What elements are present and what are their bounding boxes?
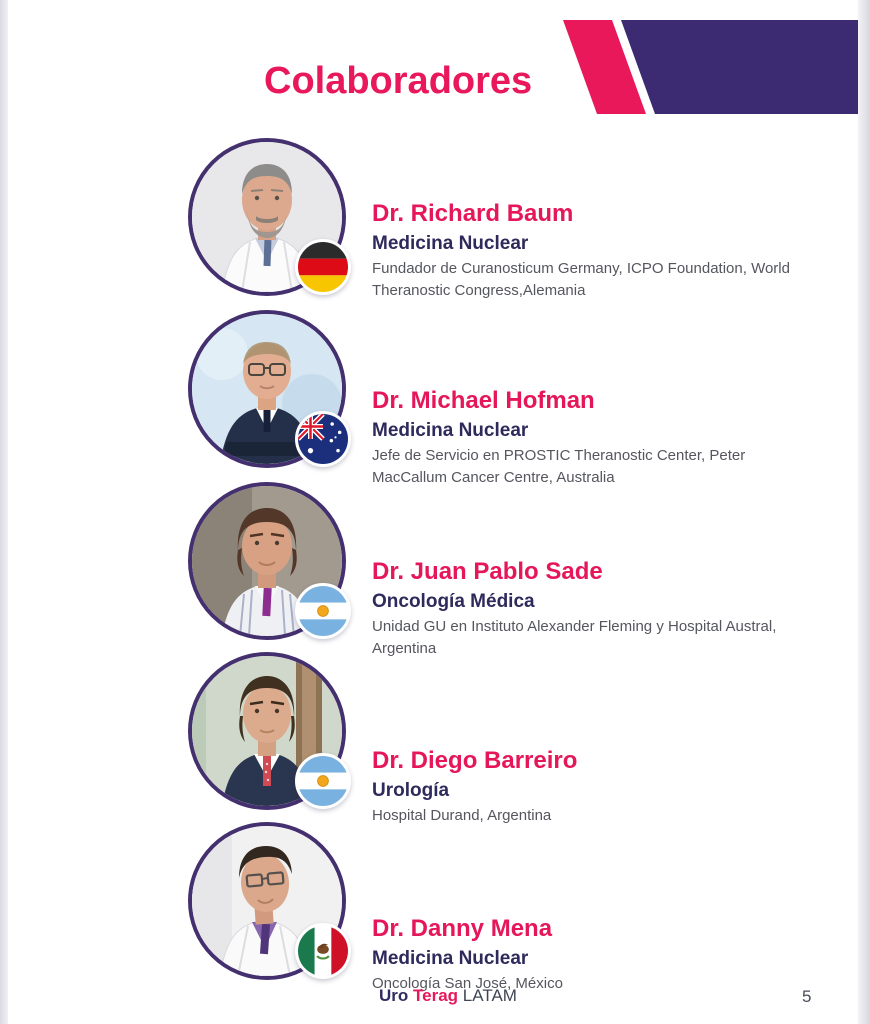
collaborator-name: Dr. Michael Hofman	[372, 387, 595, 414]
collaborator-info: Dr. Danny Mena Medicina Nuclear Oncologí…	[372, 915, 812, 995]
mexico-flag-icon	[295, 923, 351, 979]
collaborator-photo-frame	[188, 482, 351, 640]
page-number: 5	[802, 987, 812, 1006]
page-edge-left	[0, 0, 8, 1024]
collaborator-info: Dr. Richard Baum Medicina Nuclear Fundad…	[372, 200, 812, 302]
brand-uro: Uro	[379, 986, 409, 1005]
page-title: Colaboradores	[264, 60, 533, 102]
collaborator-specialty: Medicina Nuclear	[372, 233, 529, 254]
australia-flag-icon	[295, 411, 351, 467]
collaborator-description: Fundador de Curanosticum Germany, ICPO F…	[372, 260, 790, 299]
collaborator-info: Dr. Michael Hofman Medicina Nuclear Jefe…	[372, 387, 812, 489]
collaborator-photo-frame	[188, 310, 351, 468]
collaborator-specialty: Medicina Nuclear	[372, 420, 529, 441]
collaborator-description: Oncología San José, México	[372, 975, 563, 992]
footer-brand: Uro Terag LATAM	[379, 986, 517, 1006]
pink-ribbon-shape	[563, 20, 646, 114]
brand-terag: Terag	[413, 986, 459, 1005]
collaborator-specialty: Urología	[372, 780, 450, 801]
page-edge-right	[858, 0, 870, 1024]
collaborator-photo-frame	[188, 138, 351, 296]
collaborator-info: Dr. Diego Barreiro Urología Hospital Dur…	[372, 747, 812, 827]
purple-ribbon-shape	[621, 20, 858, 114]
collaborator-description: Jefe de Servicio en PROSTIC Theranostic …	[372, 447, 746, 486]
collaborator-description: Hospital Durand, Argentina	[372, 807, 552, 824]
collaborator-name: Dr. Juan Pablo Sade	[372, 558, 603, 585]
collaborator-row-richard-baum: Dr. Richard Baum Medicina Nuclear Fundad…	[188, 138, 848, 299]
argentina-flag-icon	[295, 753, 351, 809]
collaborator-row-diego-barreiro: Dr. Diego Barreiro Urología Hospital Dur…	[188, 652, 848, 824]
collaborator-specialty: Medicina Nuclear	[372, 948, 529, 969]
header-ribbon-decoration	[563, 20, 858, 114]
collaborator-specialty: Oncología Médica	[372, 591, 535, 612]
collaborator-description: Unidad GU en Instituto Alexander Fleming…	[372, 618, 777, 657]
collaborator-photo-frame	[188, 652, 351, 810]
collaborator-name: Dr. Richard Baum	[372, 200, 574, 227]
collaborator-photo-frame	[188, 822, 351, 980]
argentina-flag-icon	[295, 583, 351, 639]
collaborator-name: Dr. Danny Mena	[372, 915, 553, 942]
brand-latam: LATAM	[462, 986, 517, 1005]
collaborator-info: Dr. Juan Pablo Sade Oncología Médica Uni…	[372, 558, 812, 660]
collaborator-row-juan-pablo-sade: Dr. Juan Pablo Sade Oncología Médica Uni…	[188, 482, 848, 657]
germany-flag-icon	[295, 239, 351, 295]
collaborator-row-michael-hofman: Dr. Michael Hofman Medicina Nuclear Jefe…	[188, 310, 848, 486]
collaborator-name: Dr. Diego Barreiro	[372, 747, 578, 774]
collaborator-row-danny-mena: Dr. Danny Mena Medicina Nuclear Oncologí…	[188, 822, 848, 992]
